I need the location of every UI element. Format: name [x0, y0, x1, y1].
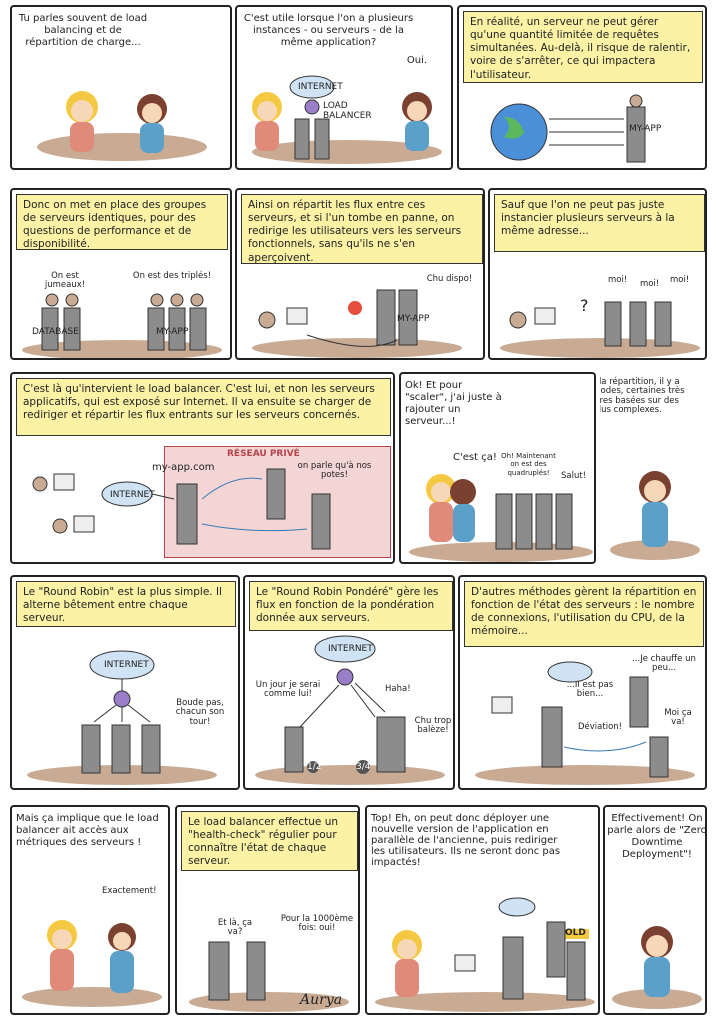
potes-bubble: on parle qu'à nos potes!	[297, 461, 372, 481]
reply-bubble: C'est ça!	[453, 452, 497, 463]
salut-bubble: Salut!	[561, 471, 587, 481]
panel-10: Le "Round Robin" est la plus simple. Il …	[10, 575, 240, 790]
chauffe-bubble: ...Je chauffe un peu...	[632, 654, 696, 674]
caption: En réalité, un serveur ne peut gérer qu'…	[463, 11, 703, 83]
question-mark: ?	[580, 296, 589, 315]
balaise-bubble: Chu trop balèze!	[414, 716, 452, 736]
private-network-label: RÉSEAU PRIVÉ	[227, 449, 300, 459]
caption: D'autres méthodes gèrent la répartition …	[464, 581, 704, 647]
lb-label: LOAD BALANCER	[323, 101, 372, 121]
health-check-drawing	[189, 941, 349, 1012]
signature: Aurya	[300, 992, 343, 1008]
speech-bubble: Mais ça implique que le load balancer ai…	[16, 813, 159, 848]
haha-bubble: Haha!	[385, 684, 411, 694]
quad-bubble: Oh! Maintenant on est des quadruplés!	[501, 452, 556, 477]
servers-drawing	[500, 301, 700, 358]
globe-server-drawing	[490, 94, 646, 163]
lb-network-drawing	[32, 468, 331, 550]
panel-3: En réalité, un serveur ne peut gérer qu'…	[457, 5, 707, 170]
character-drawing	[610, 471, 700, 560]
state-drawing	[475, 661, 695, 785]
pasbien-bubble: ...Il est pas bien...	[566, 680, 614, 700]
server-groups-drawing	[22, 293, 222, 358]
caption: Le "Round Robin Pondéré" gère les flux e…	[249, 581, 453, 631]
characters-drawing	[37, 91, 207, 161]
caption: Donc on met en place des groupes de serv…	[16, 194, 228, 250]
panel-12: D'autres méthodes gèrent la répartition …	[458, 575, 707, 790]
server-label: MY-APP	[629, 124, 662, 134]
internet-label: INTERNET	[104, 660, 149, 670]
panel-7: C'est là qu'intervient le load balancer.…	[10, 372, 395, 564]
lb-drawing	[252, 75, 442, 164]
speech-bubble: C'est utile lorsque l'on a plusieurs ins…	[243, 13, 414, 48]
weighted-drawing	[255, 635, 445, 785]
deploy-drawing	[375, 897, 595, 1012]
dispo-bubble: Chu dispo!	[426, 274, 473, 284]
moi-bubble-2: moi!	[640, 279, 660, 289]
panel-16: Effectivement! On parle alors de "Zero D…	[603, 805, 707, 1015]
panel-8: Ok! Et pour "scaler", j'ai juste à rajou…	[399, 372, 596, 564]
triplets-bubble: On est des triplés!	[132, 271, 212, 281]
internet-label: INTERNET	[298, 82, 343, 92]
internet-label: INTERNET	[110, 490, 155, 500]
panel-9: Et pour gérer la répartition, il y a div…	[600, 372, 707, 564]
scale-drawing	[409, 474, 593, 562]
twins-bubble: On est jumeaux!	[44, 271, 86, 291]
reply-bubble: Oui.	[406, 55, 428, 66]
weight-1: 1/2	[307, 762, 322, 772]
domain-label: my-app.com	[152, 462, 215, 473]
caption: C'est là qu'intervient le load balancer.…	[16, 378, 391, 436]
panel-4: Donc on met en place des groupes de serv…	[10, 188, 232, 360]
server-label: MY-APP	[156, 327, 189, 337]
weight-2: 3/4	[356, 762, 371, 772]
moi-bubble-1: moi!	[608, 275, 628, 285]
caption: Le load balancer effectue un "health-che…	[181, 811, 358, 871]
etla-bubble: Et là, ça va?	[217, 918, 253, 938]
moise-bubble: Moi ça va!	[664, 708, 692, 728]
panel-13: Mais ça implique que le load balancer ai…	[10, 805, 170, 1015]
speech-bubble: Ok! Et pour "scaler", j'ai juste à rajou…	[405, 380, 502, 427]
old-label: OLD	[562, 928, 589, 939]
db-label: DATABASE	[32, 327, 79, 337]
panel-6: Sauf que l'on ne peut pas juste instanci…	[488, 188, 707, 360]
caption: Ainsi on répartit les flux entre ces ser…	[241, 194, 483, 264]
caption: Sauf que l'on ne peut pas juste instanci…	[494, 194, 705, 252]
panel-1: Tu parles souvent de load balancing et d…	[10, 5, 232, 170]
panel-14: Le load balancer effectue un "health-che…	[175, 805, 360, 1015]
panel-2: C'est utile lorsque l'on a plusieurs ins…	[235, 5, 453, 170]
server-label: MY-APP	[397, 314, 430, 324]
round-robin-drawing	[27, 650, 217, 785]
moi-bubble-3: moi!	[670, 275, 690, 285]
caption: Le "Round Robin" est la plus simple. Il …	[16, 581, 236, 627]
panel-5: Ainsi on répartit les flux entre ces ser…	[235, 188, 485, 360]
deviation-bubble: Déviation!	[578, 722, 623, 732]
speech-bubble: Effectivement! On parle alors de "Zero D…	[607, 813, 707, 860]
characters-drawing	[22, 920, 162, 1007]
boude-bubble: Boude pas, chacun son tour!	[175, 698, 225, 727]
failover-drawing	[252, 289, 462, 358]
panel-11: Le "Round Robin Pondéré" gère les flux e…	[243, 575, 455, 790]
speech-bubble: Et pour gérer la répartition, il y a div…	[600, 377, 685, 416]
pourla-bubble: Pour la 1000ème fois: oui!	[280, 914, 354, 934]
panel-15: Top! Eh, on peut donc déployer une nouve…	[365, 805, 600, 1015]
speech-bubble: Top! Eh, on peut donc déployer une nouve…	[371, 813, 561, 868]
character-drawing	[612, 926, 702, 1009]
internet-label: INTERNET	[328, 644, 373, 654]
jour-bubble: Un jour je serai comme lui!	[255, 680, 321, 700]
reply-bubble: Exactement!	[102, 886, 157, 896]
speech-bubble: Tu parles souvent de load balancing et d…	[18, 13, 148, 48]
